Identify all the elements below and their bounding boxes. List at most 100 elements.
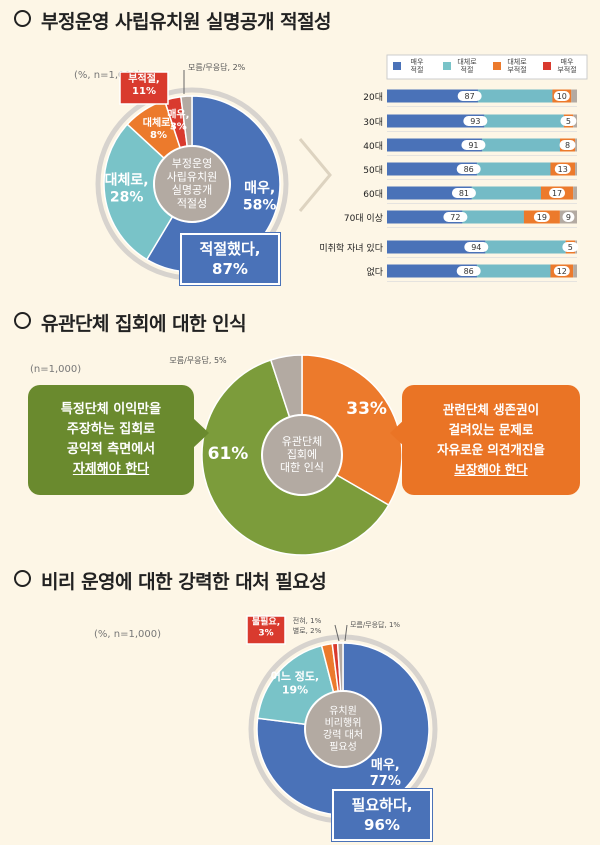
legend-label: 매우 적절 [411, 58, 424, 74]
value-pill [559, 140, 576, 150]
value-pill [553, 91, 570, 101]
bar-chart-1: 매우 적절 대체로 적절 대체로 부적절 매우 부적절 20대 87 10 30대 93 5 40대 91 8 5… [319, 54, 588, 282]
section1-callout: 적절했다, 87% [180, 233, 280, 285]
bar-segment-mostly [471, 186, 541, 200]
pie1-label-inappropriate: 부적절, 11% [128, 72, 159, 97]
bar-segment-mostly [482, 138, 560, 152]
value-pill [560, 116, 577, 126]
section1-note: (%, n=1,000) [74, 70, 142, 81]
pie1-center [153, 145, 231, 223]
pie-chart-1: 부정운영 사립유치원 실명공개 적절성 매우, 58% 대체로, 28% 대체로, 8%매우, 3%… [95, 62, 289, 281]
section1-title: 부정운영 사립유치원 실명공개 적절성 [14, 7, 332, 34]
bar-value: 94 [471, 243, 481, 252]
pie3-label-very: 매우, 77% [370, 758, 401, 789]
legend-swatch [493, 62, 501, 70]
bar-segment-mostly [462, 210, 524, 224]
bar-value: 87 [465, 92, 475, 101]
bar-segment-mostly [476, 162, 551, 176]
legend-label: 대체로 적절 [457, 58, 477, 74]
value-pill [562, 212, 575, 222]
bar-value: 93 [470, 117, 480, 126]
legend-swatch [393, 62, 401, 70]
bubble-pointer-left [193, 418, 209, 448]
pie1-label-very: 매우, 58% [243, 181, 277, 214]
section3-title: 비리 운영에 대한 강력한 대처 필요성 [14, 567, 327, 594]
bar-value: 19 [537, 213, 547, 222]
value-pill [553, 266, 570, 276]
legend-label: 대체로 부적절 [507, 58, 527, 74]
legend-swatch [543, 62, 551, 70]
bar-value: 86 [464, 165, 474, 174]
bar-value: 91 [468, 141, 478, 150]
value-pill [464, 242, 489, 252]
bar-value: 72 [450, 213, 460, 222]
bar-segment [575, 162, 577, 176]
section2-note: (n=1,000) [30, 364, 82, 375]
circle-bullet-icon [14, 10, 31, 27]
leader-line [334, 624, 340, 642]
section2-title: 유관단체 집회에 대한 인식 [14, 309, 247, 336]
value-pill [554, 164, 571, 174]
row-label: 60대 [363, 189, 383, 200]
pie2-center [261, 414, 343, 496]
row-label: 70대 이상 [344, 213, 383, 224]
legend-box [386, 54, 588, 80]
bar-segment-mostly [477, 89, 553, 103]
value-pill [456, 266, 481, 276]
pie-chart-2: 유관단체 집회에 대한 인식 33% 61% 모름/무응답, 5% [169, 354, 403, 556]
circle-bullet-icon [14, 570, 31, 587]
pie1-label-mostly: 대체로, 28% [105, 173, 149, 206]
leader-line [344, 624, 348, 642]
pie3-label-unnecessary: 불필요, 3% [252, 616, 280, 639]
value-pill [562, 242, 579, 252]
row-label: 없다 [366, 267, 383, 278]
bar-segment-mostly [476, 264, 551, 278]
bar-segment [571, 89, 577, 103]
inappropriate-callout [119, 71, 169, 105]
bubble-pointer-right [390, 418, 406, 448]
value-pill [461, 140, 486, 150]
value-pill [457, 91, 482, 101]
bar-segment [575, 138, 577, 152]
pie3-label-not-really: 별로, 2% [293, 626, 322, 635]
row-label: 20대 [363, 92, 383, 103]
pie1-label-mostly-inappr: 대체로, 8% [143, 116, 174, 141]
bar-segment [573, 264, 577, 278]
pie2-label-guarantee: 33% [346, 399, 387, 419]
pie3-label-not-at-all: 전혀, 1% [293, 616, 322, 625]
pie2-label-no-answer: 모름/무응답, 5% [169, 355, 227, 365]
pie1-label-very-inappr: 매우, 3% [167, 108, 189, 133]
pie3-label-somewhat: 어느 정도, 19% [271, 669, 320, 696]
bar-value: 9 [566, 213, 571, 222]
circle-bullet-icon [14, 312, 31, 329]
value-pill [443, 212, 468, 222]
bar-value: 5 [566, 117, 571, 126]
legend-label: 매우 부적절 [557, 58, 576, 74]
row-label: 50대 [363, 165, 383, 176]
bar-value: 86 [464, 267, 474, 276]
bar-value: 17 [552, 189, 562, 198]
unnecessary-callout [246, 615, 286, 645]
value-pill [533, 212, 550, 222]
value-pill [463, 116, 488, 126]
bar-value: 5 [568, 243, 573, 252]
pie3-center-label: 유치원 비리행위 강력 대처 필요성 [323, 705, 363, 753]
pie1-label-no-answer: 모름/무응답, 2% [188, 62, 246, 72]
section3-callout: 필요하다, 96% [332, 789, 432, 841]
bar-value: 8 [565, 141, 570, 150]
section3-note: (%, n=1,000) [94, 629, 162, 640]
pie1-center-label: 부정운영 사립유치원 실명공개 적절성 [167, 157, 218, 210]
legend-swatch [443, 62, 451, 70]
pie3-center [304, 690, 382, 768]
row-label: 40대 [363, 141, 383, 152]
row-label: 30대 [363, 117, 383, 128]
bar-value: 13 [558, 165, 568, 174]
right-opinion-bubble: 관련단체 생존권이 걸려있는 문제로 자유로운 의견개진을 보장해야 한다 [402, 385, 580, 495]
bar-segment-mostly [484, 114, 564, 128]
pie3-label-no-answer: 모름/무응답, 1% [350, 620, 400, 629]
row-label: 미취학 자녀 있다 [319, 242, 383, 254]
pie2-center-label: 유관단체 집회에 대한 인식 [280, 435, 324, 474]
left-opinion-bubble: 특정단체 이익만을 주장하는 집회로 공익적 측면에서 자제해야 한다 [28, 385, 194, 495]
pie2-label-refrain: 61% [208, 444, 249, 464]
